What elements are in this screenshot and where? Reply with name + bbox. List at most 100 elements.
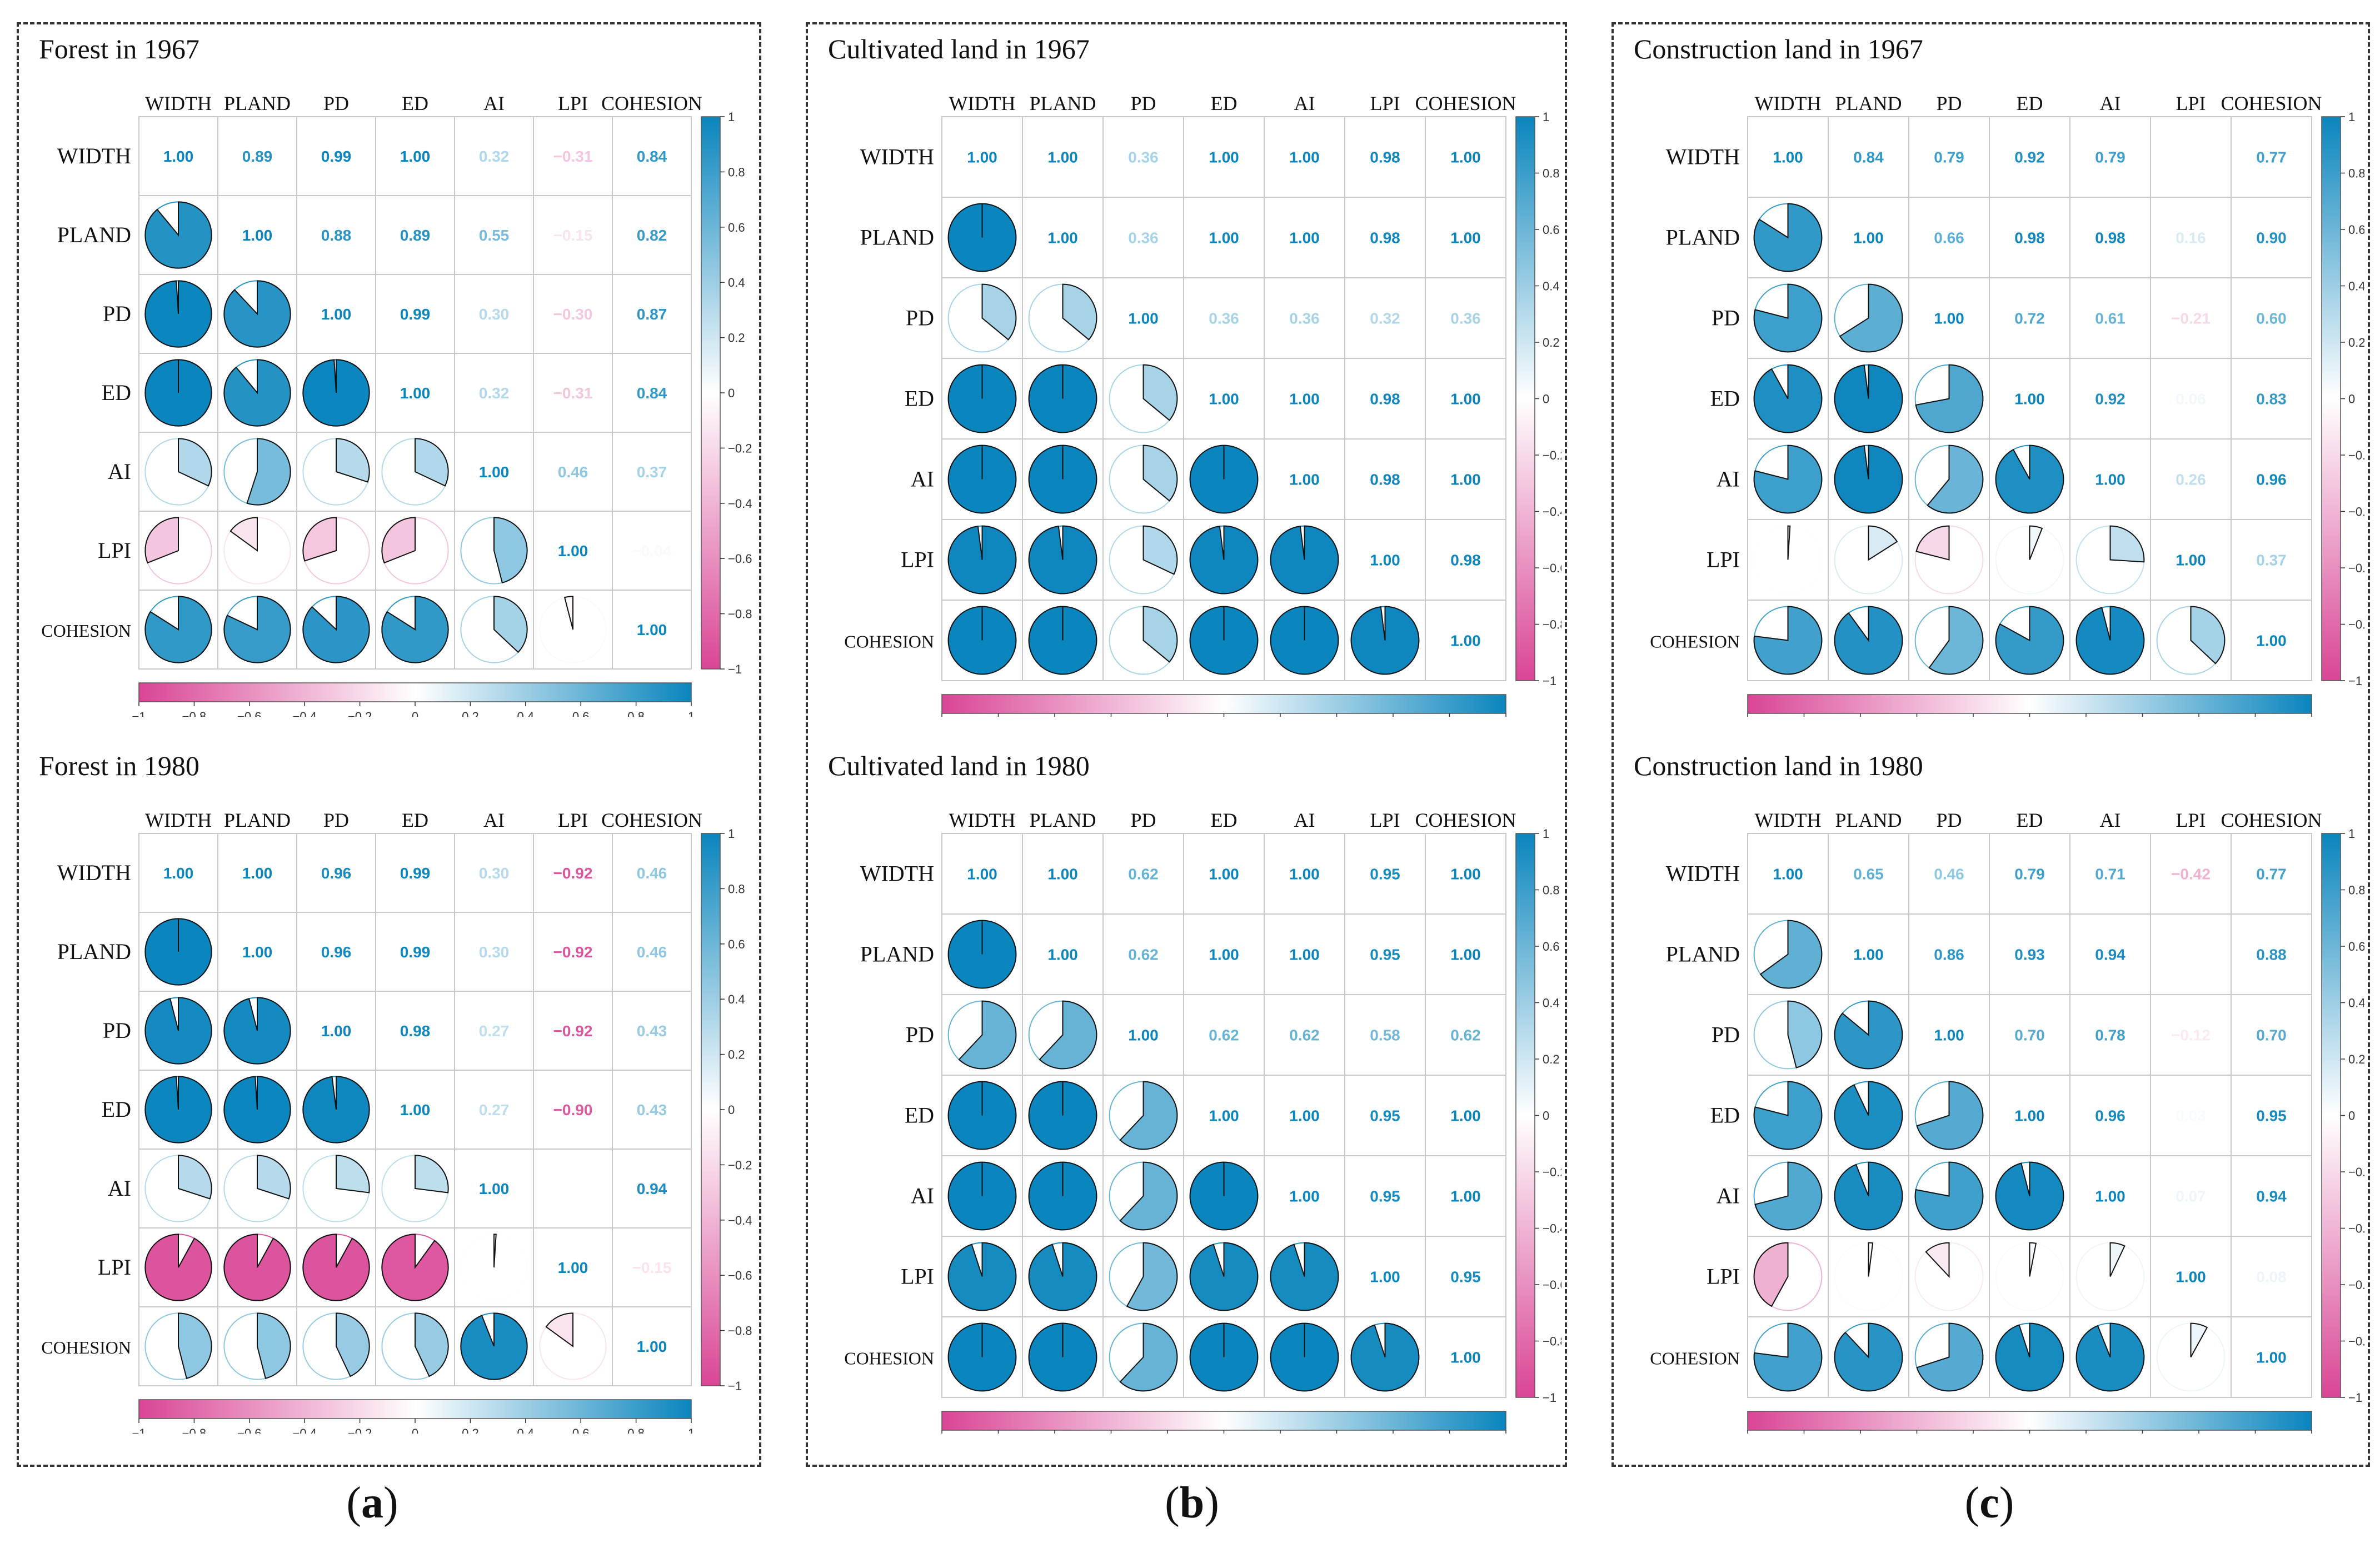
column-header: LPI <box>2176 92 2206 114</box>
colorbar-tick-label: −0.2 <box>2348 448 2364 462</box>
matrix-cell <box>2150 1236 2232 1317</box>
row-header: LPI <box>1707 1264 1740 1289</box>
correlation-value: 0.99 <box>400 306 431 323</box>
row-header: PLAND <box>1666 225 1740 250</box>
matrix-cell <box>2231 913 2312 995</box>
pie-wedge <box>1119 1161 1178 1231</box>
correlation-value: 0.98 <box>400 1022 431 1040</box>
row-header: WIDTH <box>57 860 131 885</box>
row-header: WIDTH <box>57 143 131 168</box>
correlation-value: −0.90 <box>553 1101 593 1118</box>
pie-wedge <box>178 1155 212 1200</box>
pie-wedge <box>1914 1161 1984 1231</box>
matrix-cell <box>2231 600 2312 681</box>
row-header: LPI <box>1707 547 1740 572</box>
matrix-cell <box>1183 358 1265 440</box>
pie-wedge <box>1753 1242 1789 1307</box>
colorbar-tick-label: −0.8 <box>728 1324 752 1338</box>
matrix-cell <box>1989 116 2070 198</box>
row-header: PD <box>1712 306 1740 331</box>
colorbar-tick-label: −0.4 <box>2348 1222 2364 1236</box>
row-header: LPI <box>901 547 934 572</box>
colorbar-tick-label: −0.8 <box>1543 618 1561 632</box>
row-header: PLAND <box>57 939 131 964</box>
matrix-cell <box>454 116 534 196</box>
matrix-cell <box>1264 116 1345 198</box>
pie-wedge <box>302 596 370 663</box>
pie-wedge <box>1995 1161 2064 1231</box>
matrix-cell <box>454 912 534 992</box>
colorbar-tick-label: 0.8 <box>2348 167 2364 181</box>
correlation-value: 0.96 <box>321 865 352 882</box>
pie-wedge <box>1119 1081 1178 1150</box>
colorbar-tick-label: 0 <box>412 1426 418 1434</box>
row-header: PLAND <box>57 222 131 247</box>
matrix-cell <box>1989 277 2070 359</box>
colorbar-tick-label: 0.4 <box>517 710 535 717</box>
matrix-cell <box>296 116 376 196</box>
matrix-cell <box>375 833 455 913</box>
vertical-colorbar <box>2321 833 2341 1398</box>
matrix-cell <box>612 432 692 512</box>
pie-wedge <box>1925 1242 1950 1279</box>
colorbar-tick-label: 0.2 <box>2348 336 2364 349</box>
colorbar-tick-label: −0.8 <box>728 607 752 621</box>
colorbar-tick-label: 0.2 <box>462 710 479 717</box>
column-header: LPI <box>2176 809 2206 831</box>
correlation-value: 0.98 <box>1370 391 1400 408</box>
column-header: COHESION <box>2221 809 2322 831</box>
matrix-cell <box>375 353 455 433</box>
pie-wedge <box>1142 364 1178 421</box>
correlation-value: 1.00 <box>1450 229 1481 247</box>
correlation-value: 1.00 <box>1128 310 1159 327</box>
matrix-cell <box>296 912 376 992</box>
pie-wedge <box>1028 525 1097 595</box>
horizontal-colorbar <box>138 682 692 702</box>
matrix-cell <box>612 195 692 275</box>
correlation-value: 0.36 <box>1209 310 1239 327</box>
row-header: LPI <box>901 1264 934 1289</box>
colorbar-tick-label: −0.6 <box>1543 561 1561 575</box>
horizontal-colorbar <box>1747 694 2312 714</box>
pie-wedge <box>1753 203 1823 272</box>
matrix-cell <box>2150 913 2232 995</box>
correlation-value: 0.96 <box>2256 471 2287 488</box>
column-header: ED <box>1211 809 1238 831</box>
correlation-value: 1.00 <box>1289 391 1320 408</box>
correlation-value: 0.87 <box>637 306 667 323</box>
correlation-value: 0.98 <box>1370 229 1400 247</box>
matrix-cell <box>1989 358 2070 440</box>
pie-wedge <box>229 517 258 552</box>
matrix-cell <box>1344 277 1426 359</box>
correlation-value: 1.00 <box>163 865 194 882</box>
column-header: COHESION <box>601 92 702 114</box>
pie-wedge <box>1915 525 1950 561</box>
correlation-value: 0.61 <box>2095 310 2125 327</box>
correlation-value: 0.70 <box>2256 1027 2287 1044</box>
correlation-value: 1.00 <box>2176 1269 2206 1286</box>
pie-wedge <box>223 1234 291 1301</box>
colorbar-tick-label: 0.4 <box>517 1426 535 1434</box>
matrix-cell <box>1022 913 1104 995</box>
colorbar-tick-label: −0.4 <box>728 497 752 511</box>
chart-title: Forest in 1980 <box>39 750 199 781</box>
matrix-cell <box>533 1148 613 1229</box>
colorbar-tick-label: −0.4 <box>292 1426 316 1434</box>
matrix-cell <box>533 833 613 913</box>
matrix-cell <box>612 1306 692 1386</box>
matrix-cell <box>454 1070 534 1150</box>
colorbar-tick-label: 1 <box>2348 110 2355 124</box>
pie-wedge <box>958 1000 1017 1070</box>
pie-wedge <box>1270 525 1339 595</box>
pie-wedge <box>1928 606 1984 675</box>
row-header: PD <box>1712 1022 1740 1047</box>
correlation-value: −0.92 <box>553 1022 593 1040</box>
matrix-cell <box>296 833 376 913</box>
correlation-value: 0.95 <box>2256 1107 2287 1125</box>
matrix-cell <box>2069 913 2151 995</box>
column-header: PD <box>323 809 349 831</box>
correlation-value: 0.89 <box>400 227 431 244</box>
pie-wedge <box>1834 364 1903 433</box>
matrix-cell <box>217 912 297 992</box>
colorbar-tick-label: 1 <box>688 710 695 717</box>
